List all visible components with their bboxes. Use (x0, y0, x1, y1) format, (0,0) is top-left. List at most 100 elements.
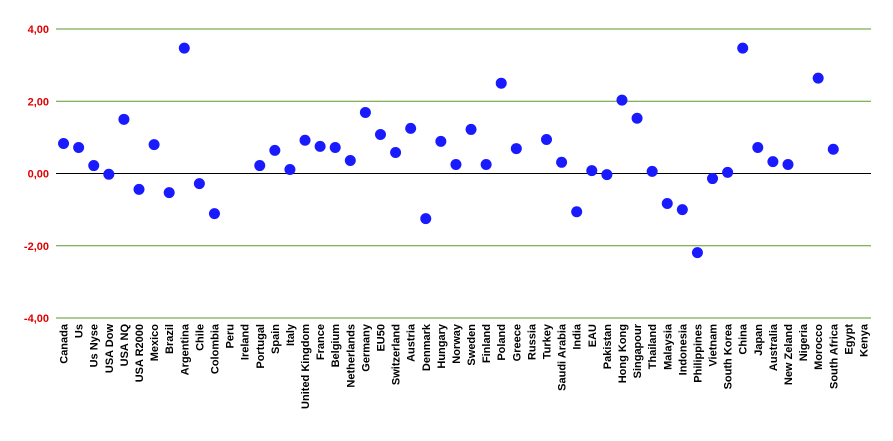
dot (390, 147, 402, 159)
dot (269, 144, 281, 156)
dot (118, 113, 130, 125)
x-tick-label: Portugal (255, 324, 267, 369)
x-tick-label: USA NQ (119, 324, 131, 367)
x-tick-label: Turkey (542, 323, 554, 359)
dot (103, 168, 115, 180)
dot (827, 143, 839, 155)
dot (329, 141, 341, 153)
x-tick-label: USA R2000 (134, 324, 146, 382)
x-tick-label: EAU (587, 324, 599, 347)
x-tick-label: Poland (496, 324, 508, 361)
x-tick-label: Egypt (843, 324, 855, 355)
x-tick-label: Argentina (179, 323, 191, 375)
x-tick-label: Belgium (330, 324, 342, 368)
dot (646, 165, 658, 177)
dot (556, 156, 568, 168)
x-tick-label: Russia (526, 323, 538, 360)
x-tick-label: Morocco (813, 324, 825, 370)
x-tick-label: Denmark (421, 323, 433, 371)
dot (405, 122, 417, 134)
dot (465, 123, 477, 135)
dot (601, 169, 613, 181)
dot (480, 158, 492, 170)
dot (58, 138, 70, 150)
x-tick-label: South Africa (828, 323, 840, 389)
x-tick-label: Germany (360, 323, 372, 372)
x-tick-label: Canada (59, 323, 71, 364)
x-tick-label: Malaysia (662, 323, 674, 370)
dot (782, 158, 794, 170)
y-tick-label: 0,00 (28, 169, 49, 181)
dot (193, 178, 205, 190)
dot (450, 158, 462, 170)
dot (737, 42, 749, 54)
dot (73, 141, 85, 153)
dot (208, 208, 220, 220)
y-tick-label: -2,00 (24, 241, 49, 253)
dot (299, 134, 311, 146)
x-tick-label: Mexico (149, 324, 161, 362)
dot (722, 166, 734, 178)
dot (812, 72, 824, 84)
dot (691, 247, 703, 259)
y-tick-label: -4,00 (24, 313, 49, 325)
x-tick-label: India (572, 323, 584, 350)
x-tick-label: Finland (481, 324, 493, 363)
dot (676, 204, 688, 216)
dot (254, 160, 266, 172)
x-tick-label: New Zeland (783, 324, 795, 385)
dot (510, 143, 522, 155)
x-tick-label: EU50 (375, 324, 387, 352)
x-tick-label: Sweden (466, 324, 478, 366)
x-tick-label: Saudi Arabia (557, 323, 569, 391)
x-tick-label: Spain (270, 324, 282, 354)
dot (163, 187, 175, 199)
dot (435, 135, 447, 147)
y-tick-label: 4,00 (28, 24, 49, 36)
dot (178, 42, 190, 54)
x-tick-label: Austria (406, 323, 418, 362)
dot (495, 77, 507, 89)
dot (661, 197, 673, 209)
dot (616, 94, 628, 106)
dot (88, 160, 100, 172)
x-tick-label: Brazil (164, 324, 176, 354)
dot (420, 213, 432, 225)
x-tick-label: Japan (753, 324, 765, 356)
dot (586, 165, 598, 177)
x-tick-label: Chile (194, 324, 206, 351)
dot (631, 112, 643, 124)
x-tick-label: Peru (225, 324, 237, 348)
x-tick-label: Ireland (240, 324, 252, 360)
x-tick-label: Nigeria (798, 323, 810, 361)
dot (344, 154, 356, 166)
x-tick-label: Us (74, 324, 86, 338)
x-tick-label: Switzerland (391, 324, 403, 385)
x-tick-label: Italy (285, 323, 297, 346)
x-tick-label: Greece (511, 324, 523, 361)
x-tick-label: Colombia (209, 323, 221, 374)
dot (707, 173, 719, 185)
dot (571, 206, 583, 218)
dot (284, 164, 296, 176)
x-tick-label: Kenya (858, 323, 870, 357)
x-tick-label: Us Nyse (89, 324, 101, 367)
dot (374, 128, 386, 140)
x-tick-label: Singapour (632, 323, 644, 378)
x-tick-label: Vietnam (708, 324, 720, 367)
x-tick-label: USA Dow (104, 324, 116, 374)
x-tick-label: Philippines (692, 324, 704, 383)
dot (148, 139, 160, 151)
x-tick-label: Pakistan (602, 324, 614, 370)
x-tick-label: United Kingdom (300, 324, 312, 409)
x-tick-label: Netherlands (345, 324, 357, 388)
dot (133, 183, 145, 195)
dot (359, 106, 371, 118)
x-tick-label: China (738, 323, 750, 354)
x-tick-label: Hong Kong (617, 324, 629, 383)
dot (541, 134, 553, 146)
x-tick-label: Australia (768, 323, 780, 371)
x-tick-label: Norway (451, 323, 463, 364)
y-tick-label: 2,00 (28, 96, 49, 108)
